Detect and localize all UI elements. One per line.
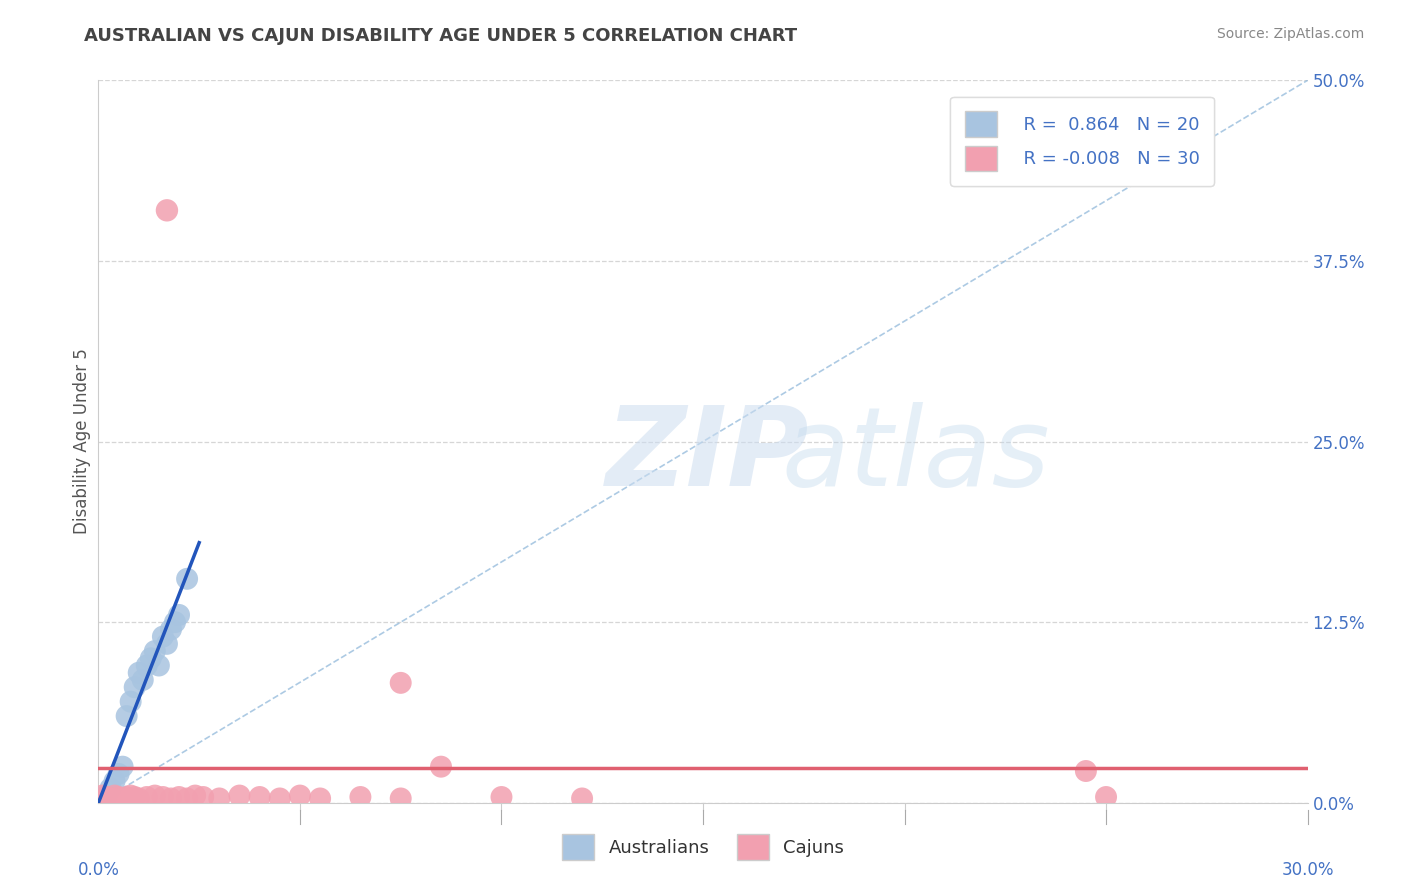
Point: [148, 658, 170, 673]
Point: [103, 789, 125, 803]
Point: [132, 673, 155, 687]
Point: [115, 790, 138, 805]
Point: [135, 658, 157, 673]
Point: [163, 615, 186, 630]
Legend: Australians, Cajuns: Australians, Cajuns: [547, 820, 859, 874]
Text: AUSTRALIAN VS CAJUN DISABILITY AGE UNDER 5 CORRELATION CHART: AUSTRALIAN VS CAJUN DISABILITY AGE UNDER…: [84, 27, 797, 45]
Point: [96, 790, 118, 805]
Point: [228, 789, 250, 803]
Point: [389, 676, 412, 690]
Point: [571, 791, 593, 805]
Text: ZIP: ZIP: [606, 402, 810, 509]
Point: [120, 789, 142, 803]
Point: [100, 781, 122, 796]
Point: [135, 790, 157, 805]
Point: [176, 791, 198, 805]
Point: [167, 607, 190, 622]
Point: [128, 791, 150, 805]
Point: [184, 789, 207, 803]
Point: [1074, 764, 1097, 778]
Point: [1095, 790, 1118, 805]
Point: [160, 791, 183, 805]
Point: [269, 791, 291, 805]
Point: [128, 665, 150, 680]
Point: [208, 791, 231, 805]
Point: [152, 790, 174, 805]
Point: [103, 774, 125, 789]
Point: [349, 790, 371, 805]
Point: [193, 790, 215, 805]
Point: [100, 791, 122, 805]
Point: [96, 789, 118, 803]
Point: [389, 791, 412, 805]
Point: [115, 709, 138, 723]
Text: 0.0%: 0.0%: [77, 861, 120, 879]
Point: [160, 623, 183, 637]
Point: [111, 791, 134, 805]
Point: [176, 572, 198, 586]
Point: [156, 637, 179, 651]
Point: [124, 680, 146, 694]
Point: [491, 790, 513, 805]
Point: [143, 789, 166, 803]
Text: Source: ZipAtlas.com: Source: ZipAtlas.com: [1216, 27, 1364, 41]
Point: [107, 790, 129, 805]
Legend:   R =  0.864   N = 20,   R = -0.008   N = 30: R = 0.864 N = 20, R = -0.008 N = 30: [950, 96, 1213, 186]
Point: [91, 789, 114, 803]
Point: [152, 630, 174, 644]
Text: atlas: atlas: [782, 402, 1050, 509]
Point: [167, 790, 190, 805]
Point: [288, 789, 311, 803]
Point: [107, 767, 129, 781]
Y-axis label: Disability Age Under 5: Disability Age Under 5: [73, 349, 91, 534]
Point: [143, 644, 166, 658]
Point: [309, 791, 332, 805]
Point: [430, 760, 453, 774]
Point: [249, 790, 271, 805]
Point: [156, 203, 179, 218]
Point: [111, 760, 134, 774]
Point: [139, 651, 162, 665]
Text: 30.0%: 30.0%: [1281, 861, 1334, 879]
Point: [124, 790, 146, 805]
Point: [120, 695, 142, 709]
